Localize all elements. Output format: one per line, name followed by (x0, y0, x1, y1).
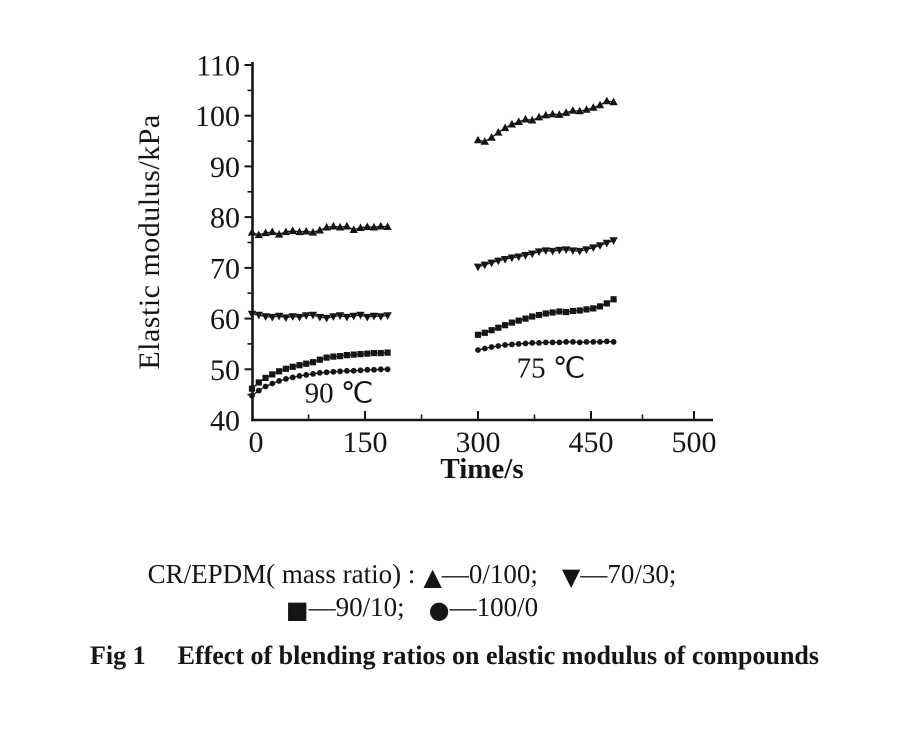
y-axis-title: Elastic modulus/kPa (133, 114, 166, 370)
svg-text:90: 90 (210, 151, 240, 184)
legend-line-2: ■—90/10; ●—100/0 (0, 591, 824, 624)
legend: CR/EPDM( mass ratio) : ▲—0/100; ▼—70/30; ■… (0, 558, 824, 624)
svg-text:80: 80 (210, 202, 240, 235)
svg-text:150: 150 (343, 426, 388, 459)
x-axis-title: Time/s (440, 453, 524, 485)
svg-text:50: 50 (210, 354, 240, 387)
legend-prefix: CR/EPDM( mass ratio) : (147, 559, 416, 589)
series-90-10 (248, 296, 617, 392)
svg-text:60: 60 (210, 303, 240, 336)
figure-caption: Fig 1 Effect of blending ratios on elasti… (0, 641, 909, 671)
caption-text: Effect of blending ratios on elastic mod… (177, 641, 819, 670)
chart-canvas: 40 50 60 70 80 90 100 110 0 150 300 450 500 (195, 50, 717, 460)
legend-label-90-10: —90/10; (308, 592, 405, 622)
legend-line-1: CR/EPDM( mass ratio) : ▲—0/100; ▼—70/30; (0, 558, 824, 591)
legend-label-70-30: —70/30; (580, 559, 677, 589)
triangle-up-icon: ▲ (423, 563, 442, 591)
svg-text:110: 110 (196, 50, 240, 83)
svg-text:40: 40 (210, 405, 240, 438)
series-70-30 (247, 237, 618, 323)
legend-label-0-100: —0/100; (441, 559, 538, 589)
svg-text:450: 450 (569, 426, 614, 459)
series-0-100 (247, 96, 618, 239)
figure-number: Fig 1 (90, 641, 146, 670)
annotation-90c: 90 ℃ (304, 377, 374, 410)
svg-text:0: 0 (249, 426, 264, 459)
legend-label-100-0: —100/0 (449, 592, 539, 622)
circle-icon: ● (428, 596, 450, 624)
axes: 40 50 60 70 80 90 100 110 0 150 300 450 500 (195, 50, 717, 460)
svg-text:300: 300 (456, 426, 501, 459)
triangle-down-icon: ▼ (561, 563, 581, 591)
series-100-0 (249, 338, 617, 399)
svg-text:70: 70 (210, 252, 240, 285)
annotation-75c: 75 ℃ (516, 352, 586, 385)
svg-text:100: 100 (195, 100, 240, 133)
chart: 40 50 60 70 80 90 100 110 0 150 300 450 500 Elastic … (133, 50, 717, 486)
svg-text:500: 500 (672, 426, 717, 459)
square-icon: ■ (285, 596, 309, 624)
